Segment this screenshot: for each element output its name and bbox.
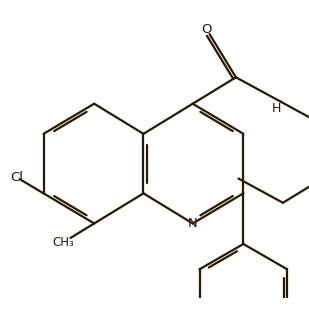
Text: Cl: Cl [10, 171, 23, 184]
Text: O: O [201, 23, 212, 36]
Text: H: H [272, 102, 281, 115]
Text: N: N [188, 217, 197, 230]
Text: CH₃: CH₃ [53, 236, 74, 249]
